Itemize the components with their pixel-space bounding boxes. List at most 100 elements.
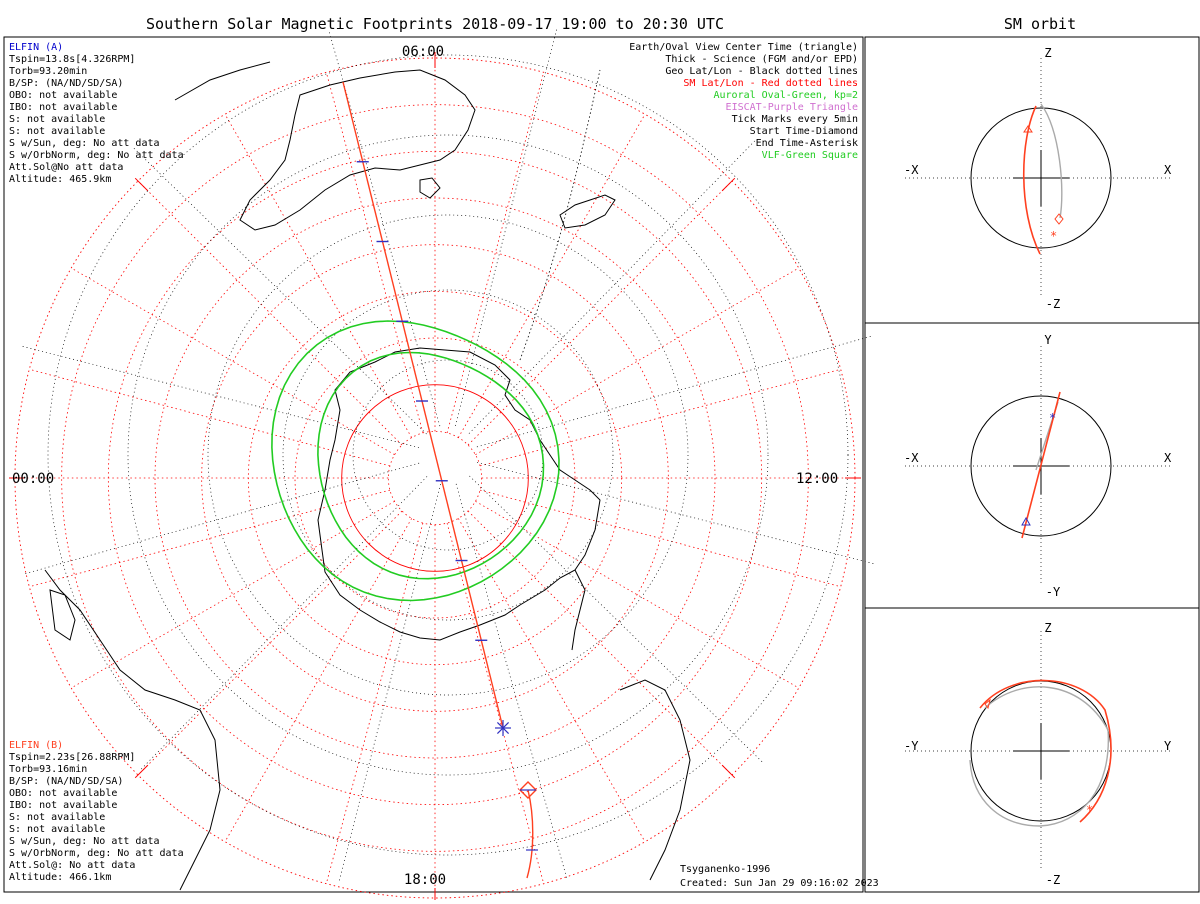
credit-created: Created: Sun Jan 29 09:16:02 2023	[680, 878, 879, 889]
elfin-a-line: S w/OrbNorm, deg: No att data	[9, 150, 184, 161]
elfin-a-line: S: not available	[9, 126, 105, 137]
geo-meridian	[132, 147, 427, 435]
sm-meridian	[479, 489, 841, 588]
legend-entry: Earth/Oval View Center Time (triangle)	[629, 42, 858, 53]
geo-meridian	[140, 476, 428, 771]
mlt-tick	[134, 177, 149, 192]
mlt-tick	[721, 764, 736, 779]
sm-meridian	[457, 114, 646, 438]
sm-lat-circle	[61, 104, 809, 852]
elfin-a-trace	[342, 81, 504, 729]
sm-meridian	[71, 267, 395, 456]
panel-axis-left: -X	[904, 163, 919, 177]
elfin-a-line: S: not available	[9, 114, 105, 125]
orbit-end-asterisk: *	[1049, 411, 1056, 425]
panel-axis-right: X	[1164, 163, 1172, 177]
sm-lat-circle	[154, 197, 716, 759]
elfin-b-line: B/SP: (NA/ND/SD/SA)	[9, 776, 123, 787]
orbit-a	[969, 686, 1109, 827]
geo-lat-circle	[127, 134, 769, 776]
elfin-a-name: ELFIN (A)	[9, 42, 63, 53]
elfin-a-line: Altitude: 465.9km	[9, 174, 111, 185]
elfin-b-line: Altitude: 466.1km	[9, 872, 111, 883]
sm-meridian	[325, 522, 424, 884]
chart-title: Southern Solar Magnetic Footprints 2018-…	[146, 15, 724, 33]
panel-axis-left: -Y	[904, 739, 919, 753]
antarctic-peninsula	[571, 569, 586, 651]
elfin-a-line: Tspin=13.8s[4.326RPM]	[9, 54, 135, 65]
legend-entry: Auroral Oval-Green, kp=2	[714, 90, 859, 101]
sm-meridian	[479, 368, 841, 467]
panel-axis-top: Y	[1044, 333, 1052, 347]
geo-meridian	[455, 483, 568, 879]
australia-coast	[239, 69, 476, 231]
elfin-a-line: Torb=93.20min	[9, 66, 87, 77]
panel-axis-bottom: -Z	[1046, 873, 1060, 887]
africa-coast	[44, 569, 221, 891]
elfin-a-track	[342, 81, 511, 736]
orbit-b	[979, 679, 1112, 823]
sm-lat-circle	[341, 384, 529, 572]
elfin-b-info: ELFIN (B) Tspin=2.23s[26.88RPM] Torb=93.…	[9, 740, 184, 883]
elfin-b-name: ELFIN (B)	[9, 740, 63, 751]
legend-entry: Start Time-Diamond	[750, 126, 858, 137]
mlt-label-right: 12:00	[796, 471, 838, 487]
geo-lat-circle	[282, 289, 614, 621]
elfin-a-line: B/SP: (NA/ND/SD/SA)	[9, 78, 123, 89]
elfin-b-trace	[526, 789, 534, 879]
panel-axis-bottom: -Y	[1046, 585, 1061, 599]
geo-lat-circle	[207, 214, 689, 696]
orbit-panel-xy: Y -Y -X X *	[904, 333, 1172, 599]
mlt-tick	[134, 764, 149, 779]
sm-meridian	[446, 72, 545, 434]
elfin-b-line: Att.Sol@: No att data	[9, 860, 135, 871]
sm-meridian	[137, 180, 403, 446]
sm-meridian	[467, 510, 733, 776]
legend-entry: Geo Lat/Lon - Black dotted lines	[665, 66, 858, 77]
legend-entry: SM Lat/Lon - Red dotted lines	[683, 78, 858, 89]
sm-meridian	[446, 522, 545, 884]
geo-meridian	[476, 335, 872, 448]
map-frame	[3, 36, 864, 893]
panel-axis-right: Y	[1164, 739, 1172, 753]
mlt-label-top: 06:00	[402, 44, 444, 60]
sm-lat-circle	[294, 337, 576, 619]
elfin-a-line: S w/Sun, deg: No att data	[9, 138, 160, 149]
panel-axis-bottom: -Z	[1046, 297, 1060, 311]
geo-dateline	[519, 69, 601, 361]
elfin-b-start-diamond	[519, 781, 537, 799]
auroral-oval-inner	[317, 351, 545, 580]
polar-map	[9, 28, 875, 904]
legend-entry: End Time-Asterisk	[756, 138, 858, 149]
panel-axis-top: Z	[1044, 621, 1051, 635]
sm-meridian	[137, 510, 403, 776]
geo-grid	[21, 28, 875, 882]
geo-lat-circle	[47, 54, 849, 856]
sm-meridian	[71, 500, 395, 689]
sm-grid	[9, 52, 861, 904]
elfin-b-line: S w/Sun, deg: No att data	[9, 836, 160, 847]
legend-entry: Tick Marks every 5min	[732, 114, 858, 125]
orbit-b	[1022, 105, 1041, 255]
orbit-start-diamond	[1054, 213, 1064, 225]
sm-meridian	[467, 180, 733, 446]
geo-meridian	[24, 462, 420, 575]
panel-axis-top: Z	[1044, 46, 1051, 60]
elfin-b-line: S: not available	[9, 812, 105, 823]
sm-lat-circle	[201, 244, 669, 712]
orbit-title: SM orbit	[1004, 15, 1076, 33]
elfin-a-line: Att.Sol@No att data	[9, 162, 123, 173]
elfin-b-line: Tspin=2.23s[26.88RPM]	[9, 752, 135, 763]
sm-meridian	[29, 368, 391, 467]
orbit-a	[1040, 103, 1063, 219]
earth-circle	[970, 107, 1112, 249]
sm-meridian	[475, 500, 799, 689]
orbit-panel-xz: Z -Z -X X *	[904, 46, 1172, 311]
elfin-b-line: S: not available	[9, 824, 105, 835]
antarctica-coast	[317, 347, 601, 641]
new-zealand-coast	[559, 194, 616, 229]
orbit-triangle	[1023, 125, 1033, 133]
orbit-frame	[864, 36, 1200, 893]
earth-circle	[970, 395, 1112, 537]
